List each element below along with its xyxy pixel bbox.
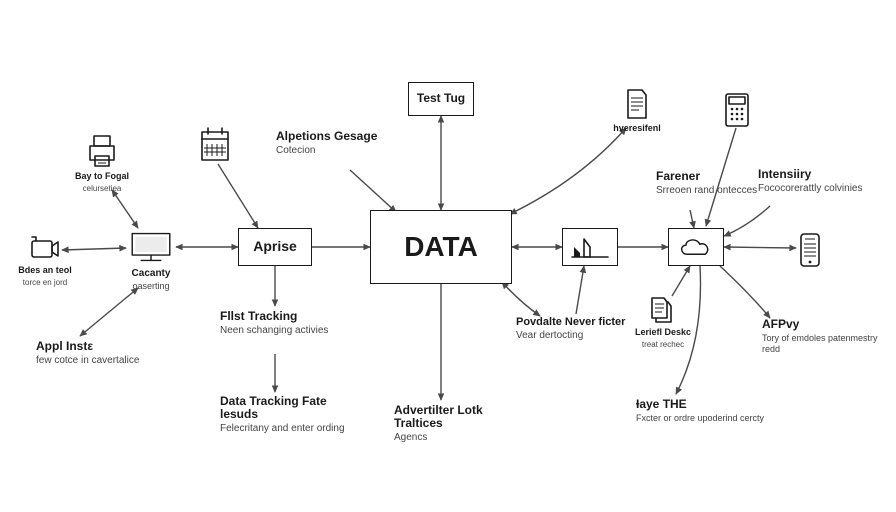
node-calculator [724, 92, 750, 128]
label-alpetions: Alpetions Gesage Cotecion [276, 130, 377, 157]
node-aprise-box: Aprise [238, 228, 312, 266]
label-afpvy-title: AFPvy [762, 318, 892, 331]
label-data_track-sub: Felecritany and enter ording [220, 423, 350, 435]
label-afpvy: AFPvy Tory of emdoles patenmestry redd [762, 318, 892, 354]
node-cloud_box [668, 228, 724, 266]
label-alpetions-title: Alpetions Gesage [276, 130, 377, 143]
node-doc_top-title: hveresifenl [602, 124, 672, 134]
node-chart_box [562, 228, 618, 266]
node-printer-title: Bay to Fogal [67, 172, 137, 182]
node-printer: Bay to Fogalcelursetiea [88, 134, 116, 193]
edge-cloud_box-phone_r [724, 247, 796, 248]
doc-icon [624, 88, 650, 120]
label-appl-sub: few cotce in cavertalice [36, 355, 139, 367]
node-camera-sub: torce en jord [10, 278, 80, 287]
label-appl-title: Appl Instε [36, 340, 139, 353]
node-data: DATA [370, 210, 512, 284]
label-intensity-title: Intensiiry [758, 168, 862, 181]
node-data-box: DATA [370, 210, 512, 284]
edge-alpetions-data [350, 170, 396, 212]
calculator-icon [724, 92, 750, 128]
phone-icon [798, 232, 822, 268]
label-intensity-sub: Fococorerattly colvinies [758, 183, 862, 195]
label-advert-sub: Agencs [394, 432, 524, 444]
label-farener-sub: Srreoen rand ontecces [656, 185, 757, 197]
node-test_tug: Test Tug [408, 82, 474, 116]
label-povdalte-sub: Vear dertocting [516, 330, 625, 342]
node-docs_pair-sub: treat rechec [628, 340, 698, 349]
edge-docs_pair-cloud_box [672, 266, 690, 296]
monitor-icon [126, 230, 176, 264]
diagram-canvas: DATATest TugAprise Cacantyoaserting [0, 0, 896, 512]
label-advert-title: Advertilter Lotk Traltices [394, 404, 524, 430]
edge-printer-monitor [112, 190, 138, 228]
label-intensity: Intensiiry Fococorerattly colvinies [758, 168, 862, 195]
printer-icon [88, 134, 116, 168]
node-test_tug-title: Test Tug [417, 92, 465, 105]
label-alpetions-sub: Cotecion [276, 145, 377, 157]
label-data_track: Data Tracking Fate lesuds Felecritany and… [220, 395, 350, 435]
edge-camera-monitor [62, 248, 126, 250]
node-cloud_box-box [668, 228, 724, 266]
camera-icon [30, 236, 60, 262]
label-appl: Appl Instε few cotce in cavertalice [36, 340, 139, 367]
edge-appl-monitor [80, 288, 138, 336]
label-taye-sub: Fxcter or ordre upoderind cercty [636, 413, 764, 423]
node-aprise-title: Aprise [253, 239, 297, 254]
node-data-title: DATA [404, 232, 478, 263]
node-chart_box-box [562, 228, 618, 266]
node-camera-title: Bdes an teol [10, 266, 80, 276]
node-docs_pair: Leriefl Deskctreat rechec [648, 296, 678, 349]
edge-povdalte-data [502, 282, 540, 316]
label-farener: Farener Srreoen rand ontecces [656, 170, 757, 197]
node-monitor: Cacantyoaserting [126, 230, 176, 291]
edge-cloud_box-afpvy [720, 266, 770, 318]
label-taye: Ɨaye THE Fxcter or ordre upoderind cercty [636, 398, 764, 424]
node-monitor-title: Cacanty [116, 268, 186, 279]
label-afpvy-sub: Tory of emdoles patenmestry redd [762, 333, 892, 354]
node-docs_pair-title: Leriefl Deskc [628, 328, 698, 338]
node-calendar [200, 126, 230, 162]
edge-povdalte-chart_box [576, 266, 584, 314]
edge-doc_top-data [510, 128, 626, 214]
label-first_track: Fllst Tracking Neen schanging activies [220, 310, 328, 337]
label-first_track-sub: Neen schanging activies [220, 325, 328, 337]
edge-farener-cloud_box [690, 210, 694, 228]
docs-icon [648, 296, 678, 324]
node-camera: Bdes an teoltorce en jord [30, 236, 60, 287]
calendar-icon [200, 126, 230, 162]
node-doc_top: hveresifenl [624, 88, 650, 134]
label-povdalte: Povdalte Never ficter Vear dertocting [516, 316, 625, 342]
label-farener-title: Farener [656, 170, 757, 183]
label-povdalte-title: Povdalte Never ficter [516, 316, 625, 328]
label-data_track-title: Data Tracking Fate lesuds [220, 395, 350, 421]
node-printer-sub: celursetiea [67, 184, 137, 193]
node-monitor-sub: oaserting [116, 281, 186, 291]
edge-calendar-aprise [218, 164, 258, 228]
label-taye-title: Ɨaye THE [636, 398, 764, 411]
edge-intensity-cloud_box [724, 206, 770, 236]
label-advert: Advertilter Lotk Traltices Agencs [394, 404, 524, 444]
label-first_track-title: Fllst Tracking [220, 310, 328, 323]
node-aprise: Aprise [238, 228, 312, 266]
node-phone_r [798, 232, 822, 268]
node-test_tug-box: Test Tug [408, 82, 474, 116]
